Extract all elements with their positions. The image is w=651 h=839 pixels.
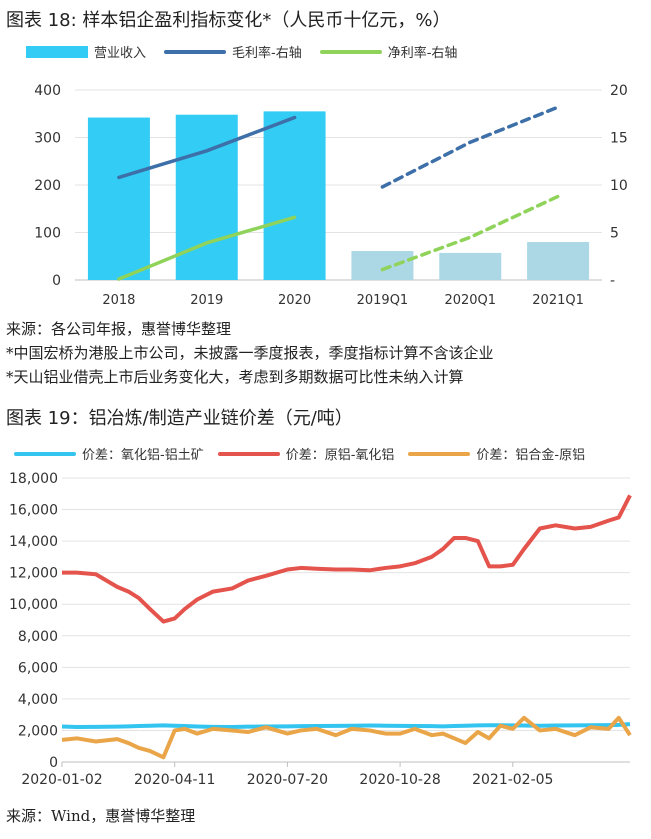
chart19-source-note: 来源：Wind，惠誉博华整理 [6, 807, 196, 825]
line-aluminum-alumina [62, 494, 632, 624]
y-tick-label: 200 [34, 178, 61, 194]
x-tick-label: 2020Q1 [444, 293, 496, 308]
line-net-margin-quarterly [380, 194, 560, 272]
y-tick-label: 10,000 [9, 597, 58, 613]
line-alloy-aluminum [61, 715, 632, 760]
chart19-svg: 0 2,000 4,000 6,000 8,000 10,000 12,000 14,000 1… [9, 471, 632, 788]
y-tick-label: 400 [34, 83, 61, 99]
chart18-footnote-1: *中国宏桥为港股上市公司，未披露一季度报表，季度指标计算不含该企业 [6, 344, 494, 362]
legend-swatch-net-margin [319, 49, 382, 54]
bar-revenue-2020Q1 [439, 252, 502, 280]
x-tick-label: 2020 [278, 293, 311, 308]
x-tick-label: 2020-07-20 [247, 772, 328, 788]
chart18-footnote-2: *天山铝业借壳上市后业务变化大，考虑到多期数据可比性未纳入计算 [6, 368, 464, 386]
y2-tick-label: 10 [610, 178, 628, 194]
chart18-source-note: 来源：各公司年报，惠誉博华整理 [6, 320, 232, 338]
y2-tick-label: - [610, 273, 615, 289]
legend-item-aluminum-alumina: 价差：原铝-氧化铝 [217, 444, 395, 463]
chart18-title: 图表 18: 样本铝企盈利指标变化*（人民币十亿元，%） [6, 10, 451, 31]
y-tick-label: 300 [34, 131, 61, 147]
y2-tick-label: 15 [610, 131, 628, 147]
bar-revenue-2018 [87, 117, 150, 280]
x-tick-label: 2020-10-28 [359, 772, 440, 788]
legend-swatch-revenue [26, 45, 88, 58]
legend-item-alumina-bauxite: 价差：氧化铝-铝土矿 [14, 444, 204, 463]
chart18-legend: 营业收入 毛利率-右轴 净利率-右轴 [26, 42, 475, 61]
legend-label-net-margin: 净利率-右轴 [387, 46, 458, 61]
legend-swatch-gross-margin [164, 49, 227, 54]
y-tick-label: 0 [52, 273, 61, 289]
x-tick-label: 2021-02-05 [472, 772, 553, 788]
bar-revenue-2019Q1 [351, 251, 414, 280]
y2-tick-label: 5 [610, 226, 619, 242]
y2-tick-label: 20 [610, 83, 628, 99]
line-gross-margin-quarterly [380, 105, 560, 189]
y-tick-label: 18,000 [9, 471, 58, 487]
legend-swatch-alumina-bauxite [14, 451, 76, 456]
x-tick-label: 2019 [190, 293, 223, 308]
y-tick-label: 100 [34, 226, 61, 242]
legend-swatch-alloy-aluminum [408, 451, 471, 456]
y-tick-label: 8,000 [18, 629, 58, 645]
x-tick-label: 2018 [102, 293, 135, 308]
legend-label-alumina-bauxite: 价差：氧化铝-铝土矿 [82, 448, 204, 463]
y-tick-label: 14,000 [9, 534, 58, 550]
bar-revenue-2019 [175, 114, 238, 280]
legend-label-alloy-aluminum: 价差：铝合金-原铝 [476, 448, 586, 463]
legend-label-gross-margin: 毛利率-右轴 [232, 46, 302, 61]
bar-revenue-2021Q1 [527, 242, 590, 280]
line-net-margin-annual [117, 215, 297, 281]
chart18-svg: 0 100 200 300 400 - 5 10 15 20 2018 2019 2020 2019Q1 2… [34, 83, 628, 308]
x-tick-label: 2020-04-11 [134, 772, 215, 788]
bar-revenue-2020 [263, 111, 326, 280]
legend-label-aluminum-alumina: 价差：原铝-氧化铝 [285, 448, 395, 463]
y-tick-label: 0 [49, 755, 58, 771]
y-tick-label: 12,000 [9, 566, 58, 582]
y-tick-label: 2,000 [18, 723, 58, 739]
legend-item-gross-margin: 毛利率-右轴 [164, 42, 302, 61]
line-gross-margin-annual [117, 115, 297, 180]
legend-item-revenue: 营业收入 [26, 42, 146, 61]
y-tick-label: 6,000 [18, 660, 58, 676]
chart19-legend: 价差：氧化铝-铝土矿 价差：原铝-氧化铝 价差：铝合金-原铝 [14, 444, 585, 463]
legend-item-alloy-aluminum: 价差：铝合金-原铝 [408, 444, 585, 463]
x-tick-label: 2021Q1 [532, 293, 584, 308]
legend-swatch-aluminum-alumina [217, 451, 280, 456]
line-alumina-bauxite [61, 722, 631, 729]
y-tick-label: 4,000 [18, 692, 58, 708]
chart19-title: 图表 19：铝冶炼/制造产业链价差（元/吨） [6, 408, 353, 429]
legend-label-revenue: 营业收入 [94, 46, 147, 61]
x-tick-label: 2020-01-02 [21, 772, 102, 788]
x-tick-label: 2019Q1 [357, 293, 409, 308]
y-tick-label: 16,000 [9, 503, 58, 519]
legend-item-net-margin: 净利率-右轴 [319, 42, 458, 61]
